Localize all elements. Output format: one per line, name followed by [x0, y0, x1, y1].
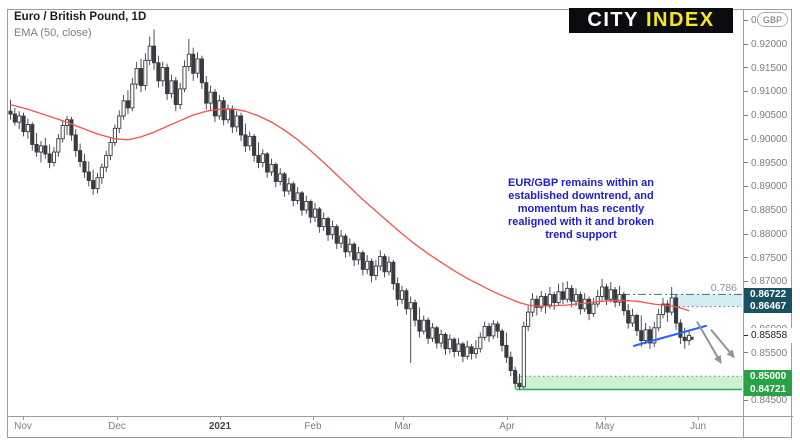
time-tick-label: Nov: [14, 421, 32, 432]
symbol-title: Euro / British Pound, 1D: [14, 11, 147, 23]
time-tick-mark: [313, 416, 314, 420]
price-tick-label: 0.89000: [744, 181, 787, 192]
time-tick-label: Apr: [499, 421, 515, 432]
time-tick-mark: [698, 416, 699, 420]
price-tick-label: 0.91000: [744, 86, 787, 97]
price-axis-separator: [743, 9, 744, 438]
price-level-badge: 0.84721: [744, 383, 792, 396]
city-index-logo: CITY INDEX: [569, 8, 733, 33]
logo-index-text: INDEX: [645, 9, 715, 31]
time-tick-label: Dec: [108, 421, 126, 432]
time-tick-mark: [117, 416, 118, 420]
price-tick-label: 0.85500: [744, 348, 787, 359]
time-tick-label: May: [595, 421, 615, 432]
currency-badge: GBP: [757, 12, 788, 27]
plot-area: [8, 29, 742, 391]
price-tick-label: 0.91500: [744, 63, 787, 74]
time-tick-label: Mar: [394, 421, 412, 432]
trend-support-line: [633, 324, 707, 347]
price-tick-label: 0.84500: [744, 395, 787, 406]
price-tick-label: 0.90000: [744, 134, 787, 145]
analyst-annotation: EUR/GBP remains within an established do…: [507, 177, 655, 241]
price-tick-label: 0.89500: [744, 158, 787, 169]
time-tick-mark: [605, 416, 606, 420]
price-tick-label: 0.92000: [744, 39, 787, 50]
time-tick-label: 2021: [208, 421, 232, 432]
price-level-badge: 0.86467: [744, 300, 792, 314]
indicator-label: EMA (50, close): [14, 27, 92, 39]
time-tick-mark: [23, 416, 24, 420]
time-tick-mark: [220, 416, 221, 420]
current-price-label: 0.85858: [744, 328, 793, 344]
fib-level-label: 0.786: [710, 282, 737, 294]
chart-frame: [7, 9, 792, 438]
ema-line: [10, 103, 690, 312]
time-tick-label: Jun: [689, 421, 707, 432]
logo-city-text: CITY: [587, 9, 639, 31]
time-tick-mark: [507, 416, 508, 420]
price-level-badge: 0.85000: [744, 369, 792, 383]
price-tick-label: 0.88500: [744, 205, 787, 216]
candles-layer: [8, 29, 692, 390]
price-tick-label: 0.87500: [744, 253, 787, 264]
support-zone-band: [516, 376, 742, 390]
price-tick-label: 0.90500: [744, 110, 787, 121]
time-tick-mark: [403, 416, 404, 420]
price-level-badge: 0.86722: [744, 287, 792, 301]
last-price-dot: [690, 336, 694, 340]
resistance-zone-band: [674, 294, 742, 307]
price-tick-label: 0.88000: [744, 229, 787, 240]
down-arrow: [696, 321, 722, 364]
time-axis-separator: [7, 416, 793, 417]
price-tick-label: 0.87000: [744, 276, 787, 287]
time-tick-label: Feb: [304, 421, 322, 432]
down-arrow: [710, 329, 735, 359]
